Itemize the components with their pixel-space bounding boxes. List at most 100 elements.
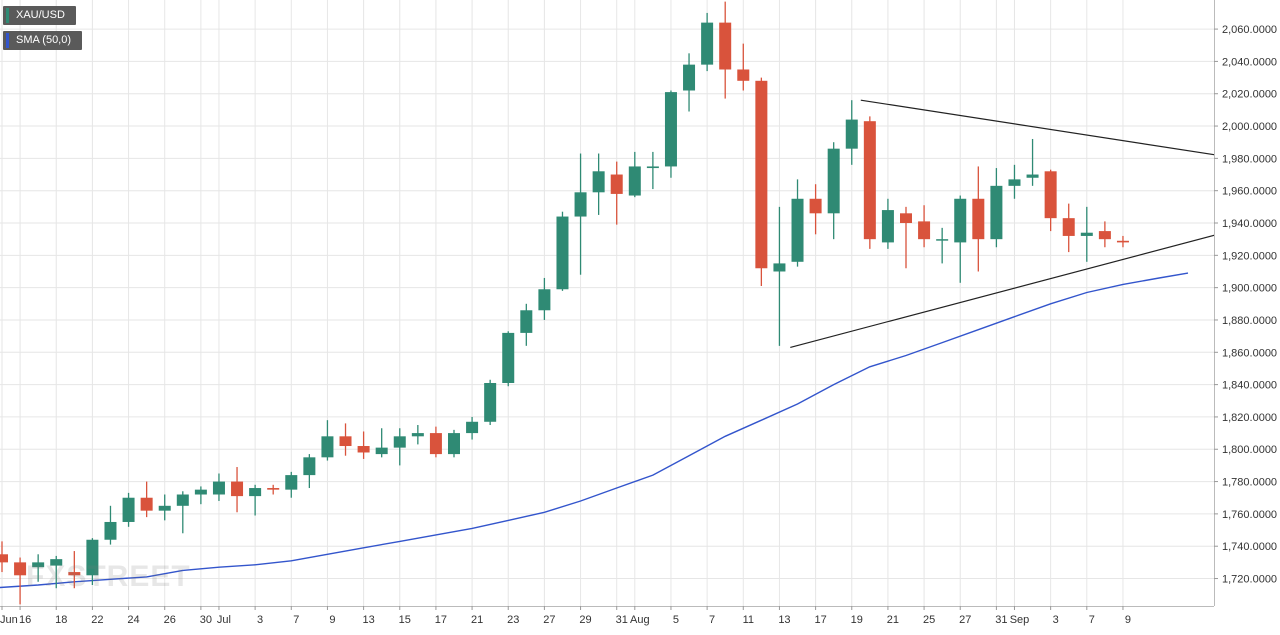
candle: [502, 331, 515, 387]
candle-body: [393, 436, 406, 448]
candle-body: [954, 198, 967, 243]
y-tick-label: 1,860.0000: [1222, 347, 1277, 359]
candle-body: [719, 22, 732, 70]
candle: [646, 151, 659, 190]
candle-body: [1116, 240, 1129, 243]
candle-body: [1098, 231, 1111, 240]
candle-body: [339, 436, 352, 447]
candle-body: [646, 166, 659, 169]
candle: [122, 492, 135, 527]
candle: [1098, 221, 1111, 248]
legend-sma[interactable]: SMA (50,0): [3, 31, 82, 50]
candle: [466, 416, 479, 440]
candle-body: [1008, 179, 1021, 186]
x-axis: Jun 16 18 22 24 26 30 Jul 3 7 9 13 15 17 21 23 27 29 31 Aug…: [0, 606, 1214, 626]
candle: [664, 90, 677, 178]
candle: [158, 494, 171, 521]
candle: [574, 153, 587, 275]
sma-series: [0, 272, 1189, 589]
candle: [1026, 138, 1039, 186]
candle-body: [50, 559, 63, 566]
y-tick-label: 1,960.0000: [1222, 186, 1277, 198]
candle: [32, 554, 45, 582]
candle: [176, 491, 189, 534]
x-tick-label: 17: [814, 614, 826, 626]
x-tick-label: 29: [579, 614, 591, 626]
y-tick-label: 1,920.0000: [1222, 250, 1277, 262]
candle: [104, 505, 117, 545]
candles: [0, 1, 1129, 605]
candle-body: [881, 210, 894, 243]
candle: [900, 206, 912, 269]
candle: [1044, 169, 1057, 232]
candle: [719, 1, 732, 99]
legend-sma-label: SMA (50,0): [16, 34, 72, 46]
candle-body: [194, 489, 207, 495]
candle: [86, 538, 99, 585]
y-tick-label: 1,880.0000: [1222, 315, 1277, 327]
candle-body: [267, 488, 280, 490]
candle: [972, 166, 985, 272]
y-tick-label: 1,840.0000: [1222, 380, 1277, 392]
y-axis-background: [1214, 0, 1280, 630]
legend-pair-label: XAU/USD: [16, 9, 65, 21]
candle: [14, 557, 27, 605]
x-tick-label: 17: [435, 614, 447, 626]
candle-body: [1080, 232, 1093, 236]
candle-body: [448, 433, 460, 455]
y-tick-label: 1,940.0000: [1222, 218, 1277, 230]
candle: [809, 184, 822, 235]
y-axis: 2,060.0000 2,040.0000 2,020.0000 2,000.0000…: [1214, 0, 1280, 630]
candle-body: [592, 171, 605, 193]
y-tick-label: 2,020.0000: [1222, 89, 1277, 101]
candle-body: [158, 505, 171, 511]
legend-pair[interactable]: XAU/USD: [3, 6, 76, 25]
candle: [592, 153, 605, 215]
candle-body: [556, 216, 569, 290]
y-tick-label: 2,040.0000: [1222, 56, 1277, 68]
y-tick-label: 1,900.0000: [1222, 283, 1277, 295]
candle: [50, 555, 63, 589]
candle-body: [411, 433, 424, 437]
candle: [448, 429, 460, 458]
candle: [484, 379, 497, 426]
x-tick-label: 27: [959, 614, 971, 626]
candle-body: [610, 174, 623, 194]
sma-line: [0, 272, 1189, 589]
x-tick-label: 26: [164, 614, 176, 626]
trendline: [790, 217, 1280, 349]
candle-body: [104, 521, 117, 540]
candle-body: [285, 475, 298, 490]
candle-body: [520, 310, 533, 333]
candle: [212, 473, 225, 501]
candle-body: [664, 92, 677, 167]
x-tick-label: 31: [616, 614, 628, 626]
candle: [267, 484, 280, 495]
y-tick-label: 1,720.0000: [1222, 574, 1277, 586]
candle: [918, 205, 931, 248]
candle-body: [628, 166, 641, 196]
candle-body: [936, 239, 949, 241]
y-tick-label: 1,820.0000: [1222, 412, 1277, 424]
x-tick-label: Jun: [0, 614, 18, 626]
candle: [683, 53, 696, 112]
x-tick-label: 3: [257, 614, 263, 626]
candle: [791, 179, 804, 267]
candle-body: [755, 80, 768, 269]
candle-body: [32, 562, 45, 568]
candle: [556, 211, 569, 291]
candle: [773, 206, 786, 346]
candle-body: [683, 64, 696, 91]
x-tick-label: 3: [1053, 614, 1059, 626]
candle: [411, 425, 424, 445]
x-tick-label: 23: [507, 614, 519, 626]
candle-body: [972, 198, 985, 240]
candle: [393, 428, 406, 466]
y-tick-label: 1,800.0000: [1222, 444, 1277, 456]
candle: [827, 142, 840, 240]
x-tick-label: Sep: [1010, 614, 1030, 626]
candle-body: [303, 457, 316, 476]
grid: [0, 0, 1214, 606]
